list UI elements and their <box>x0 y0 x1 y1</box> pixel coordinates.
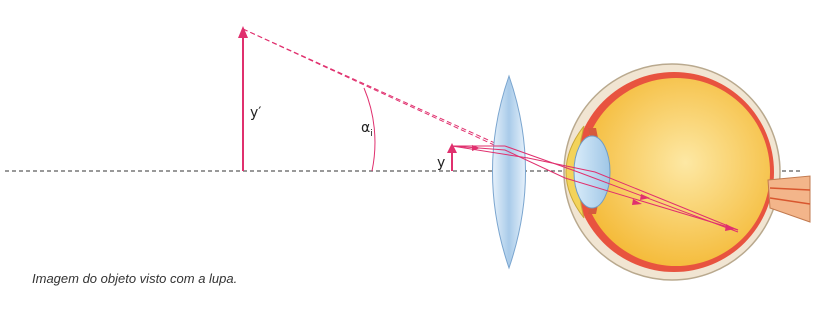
figure-caption: Imagem do objeto visto com a lupa. <box>32 271 238 286</box>
angle-subscript: i <box>370 129 373 139</box>
angle-symbol: α <box>361 120 370 136</box>
magnifying-lens <box>492 74 526 270</box>
crystalline-lens <box>573 135 611 209</box>
ray-arrowheads <box>472 145 735 231</box>
eye <box>563 63 811 281</box>
optic-nerve <box>767 175 811 223</box>
object-height-label: y <box>437 155 445 171</box>
real-rays <box>451 145 739 233</box>
angle-arc <box>363 87 376 172</box>
image-height-label: y′ <box>250 105 261 121</box>
virtual-rays <box>242 28 529 159</box>
angle-label: αi <box>361 120 373 139</box>
object-arrow <box>447 143 457 171</box>
virtual-image-arrow <box>238 26 248 171</box>
